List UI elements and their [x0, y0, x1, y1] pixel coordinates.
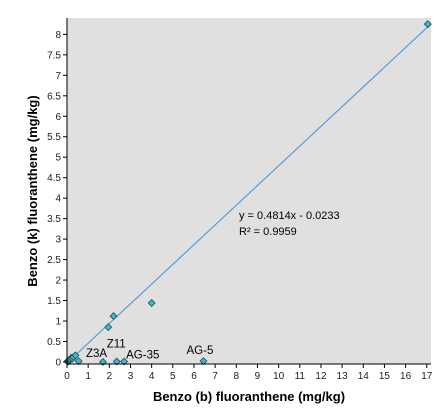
x-tick-label: 14 — [358, 371, 370, 382]
x-tick-label: 0 — [64, 371, 70, 382]
point-label: AG-35 — [126, 350, 159, 362]
point-label: Z3A — [86, 348, 107, 360]
x-tick-label: 10 — [273, 371, 285, 382]
data-point — [120, 357, 129, 366]
x-tick-label: 15 — [379, 371, 391, 382]
y-tick-label: 0.5 — [47, 337, 61, 348]
x-tick-label: 1 — [85, 371, 91, 382]
x-tick-label: 2 — [107, 371, 113, 382]
y-tick-label: 3 — [55, 235, 61, 246]
y-tick-label: 7 — [55, 71, 61, 82]
y-tick-label: 8 — [55, 30, 61, 41]
data-points-layer — [63, 20, 432, 366]
point-label: Z11 — [107, 339, 126, 351]
y-tick-label: 6.5 — [47, 91, 61, 102]
y-tick-label: 4 — [55, 194, 61, 205]
x-tick-label: 12 — [315, 371, 327, 382]
data-point — [74, 357, 83, 366]
data-point — [71, 351, 80, 360]
x-tick-label: 7 — [212, 371, 218, 382]
x-tick-label: 4 — [149, 371, 155, 382]
data-point — [104, 323, 113, 332]
y-axis-title: Benzo (k) fluoranthene (mg/kg) — [25, 95, 40, 286]
y-tick-label: 2 — [55, 276, 61, 287]
data-point — [109, 312, 118, 321]
x-tick-label: 9 — [255, 371, 261, 382]
x-tick-label: 16 — [400, 371, 412, 382]
trendline-layer — [66, 23, 432, 364]
x-tick-label: 8 — [234, 371, 240, 382]
y-tick-label: 6 — [55, 112, 61, 123]
y-tick-label: 3.5 — [47, 214, 61, 225]
x-tick-label: 11 — [295, 371, 306, 382]
y-tick-label: 0 — [55, 357, 61, 368]
trendline-equation: y = 0.4814x - 0.0233 — [239, 210, 340, 222]
data-point — [112, 357, 121, 366]
y-tick-label: 1.5 — [47, 296, 61, 307]
point-label: AG-5 — [187, 345, 214, 357]
data-point — [423, 20, 432, 29]
r-squared-label: R² = 0.9959 — [239, 226, 297, 238]
x-tick-label: 3 — [128, 371, 134, 382]
data-point — [199, 357, 208, 366]
x-ticks: 0 1 2 3 4 5 6 7 8 9 10 11 12 13 14 15 16 17 — [64, 364, 433, 382]
y-tick-label: 4.5 — [47, 173, 61, 184]
x-axis-title: Benzo (b) fluoranthene (mg/kg) — [153, 389, 345, 404]
data-point — [147, 299, 156, 307]
x-tick-label: 17 — [421, 371, 433, 382]
y-ticks: 0 0.5 1 1.5 2 2.5 3 3.5 4 4.5 5 5.5 6 6.5 7 7.5 8 — [47, 30, 67, 368]
y-tick-label: 1 — [55, 317, 61, 328]
y-tick-label: 5 — [55, 153, 61, 164]
x-tick-label: 6 — [191, 371, 197, 382]
x-tick-label: 13 — [337, 371, 349, 382]
y-tick-label: 5.5 — [47, 132, 61, 143]
y-tick-label: 7.5 — [47, 50, 61, 61]
trendline — [66, 23, 432, 364]
x-tick-label: 5 — [170, 371, 176, 382]
y-tick-label: 2.5 — [47, 255, 61, 266]
